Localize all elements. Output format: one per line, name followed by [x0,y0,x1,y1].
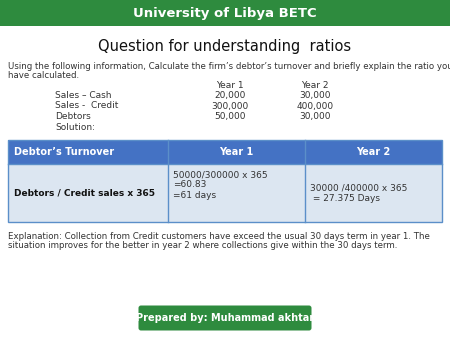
Text: Using the following information, Calculate the firm’s debtor’s turnover and brie: Using the following information, Calcula… [8,62,450,71]
Text: Solution:: Solution: [55,122,95,131]
Text: Debtor’s Turnover: Debtor’s Turnover [14,147,114,157]
Text: 30,000: 30,000 [299,91,331,100]
Bar [8,140,442,222]
Bar [0,0,450,26]
Text: 30,000: 30,000 [299,112,331,121]
Text: Year 2: Year 2 [301,81,329,90]
Text: have calculated.: have calculated. [8,71,79,80]
Text: 50000/300000 x 365
=60.83
=61 days: 50000/300000 x 365 =60.83 =61 days [173,170,268,200]
Text: 20,000: 20,000 [214,91,246,100]
Text: Year 1: Year 1 [216,81,244,90]
Text: Explanation: Collection from Credit customers have exceed the usual 30 days term: Explanation: Collection from Credit cust… [8,232,430,241]
Text: University of Libya BETC: University of Libya BETC [133,6,317,20]
Text: 300,000: 300,000 [212,101,248,111]
Text: 400,000: 400,000 [297,101,333,111]
Text: Sales – Cash: Sales – Cash [55,91,112,100]
Text: Debtors: Debtors [55,112,91,121]
Bar [8,164,442,222]
Text: Prepared by: Muhammad akhtar: Prepared by: Muhammad akhtar [136,313,314,323]
Text: Sales -  Credit: Sales - Credit [55,101,118,111]
Text: 50,000: 50,000 [214,112,246,121]
Text: 30000 /400000 x 365
 = 27.375 Days: 30000 /400000 x 365 = 27.375 Days [310,183,407,203]
Text: situation improves for the better in year 2 where collections give within the 30: situation improves for the better in yea… [8,241,397,250]
Text: Year 2: Year 2 [356,147,391,157]
Bar [8,140,442,164]
Text: Year 1: Year 1 [220,147,254,157]
FancyBboxPatch shape [139,306,311,331]
Text: Debtors / Credit sales x 365: Debtors / Credit sales x 365 [14,189,155,197]
Text: Question for understanding  ratios: Question for understanding ratios [99,39,351,53]
